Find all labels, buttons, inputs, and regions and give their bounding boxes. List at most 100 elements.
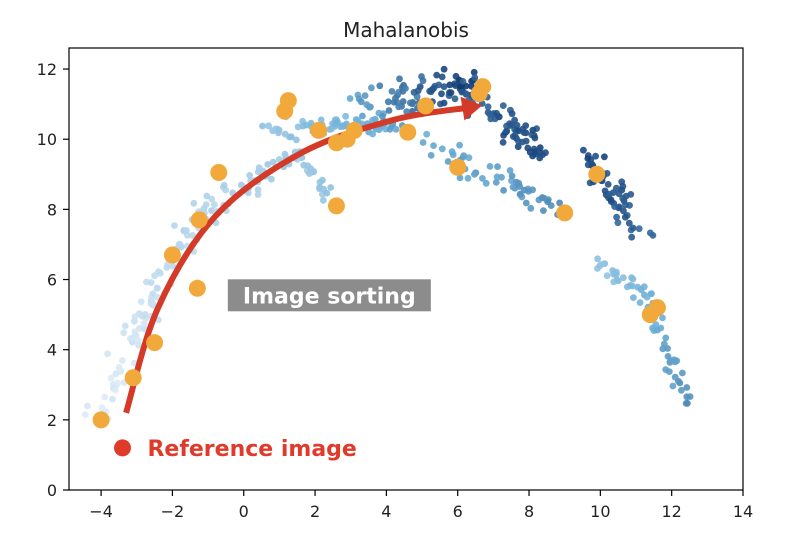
x-tick-label: 0 xyxy=(239,502,249,521)
cloud-dot xyxy=(131,313,139,320)
cloud-dot xyxy=(208,207,215,215)
y-tick-label: 6 xyxy=(47,271,57,290)
x-tick-label: −4 xyxy=(89,502,113,521)
cloud-dot xyxy=(101,393,109,401)
x-tick-label: 4 xyxy=(381,502,391,521)
cloud-dot xyxy=(107,374,115,382)
cloud-dot xyxy=(111,386,119,394)
cloud-dot xyxy=(539,151,546,159)
cloud-dot xyxy=(484,103,492,111)
cloud-dot xyxy=(654,326,661,334)
cloud-dot xyxy=(281,130,289,138)
cloud-dot xyxy=(679,369,686,377)
cloud-dot xyxy=(438,145,446,153)
cloud-dot xyxy=(419,139,427,146)
cloud-dot xyxy=(637,286,645,294)
sorted-image-point xyxy=(310,121,328,139)
cloud-dot xyxy=(673,357,681,365)
x-tick-label: −2 xyxy=(161,502,185,521)
cloud-dot xyxy=(613,213,620,221)
cloud-dot xyxy=(208,195,216,203)
cloud-dot xyxy=(430,142,437,150)
cloud-dot xyxy=(614,219,622,227)
cloud-dot xyxy=(423,130,431,138)
cloud-dot xyxy=(444,158,452,165)
cloud-dot xyxy=(613,184,620,192)
cloud-dot xyxy=(114,379,122,387)
x-tick-label: 6 xyxy=(453,502,463,521)
cloud-dot xyxy=(611,203,619,211)
cloud-dot xyxy=(482,179,490,187)
cloud-dot xyxy=(399,98,407,105)
cloud-dot xyxy=(619,182,627,190)
cloud-dot xyxy=(317,116,325,124)
x-tick-label: 8 xyxy=(524,502,534,521)
cloud-dot xyxy=(584,155,592,162)
cloud-dot xyxy=(246,172,254,179)
cloud-dot xyxy=(509,133,517,140)
cloud-dot xyxy=(268,175,275,183)
sorted-image-point xyxy=(449,158,467,176)
cloud-dot xyxy=(346,95,354,102)
cloud-dot xyxy=(369,130,376,138)
sorted-image-point xyxy=(210,164,228,182)
cloud-dot xyxy=(619,194,627,202)
cloud-dot xyxy=(369,116,376,124)
cloud-dot xyxy=(149,300,157,308)
cloud-dot xyxy=(529,186,536,194)
cloud-dot xyxy=(189,232,196,239)
annotation-label: Reference image xyxy=(147,437,356,462)
cloud-dot xyxy=(121,322,129,330)
sorted-image-point xyxy=(474,78,492,96)
cloud-dot xyxy=(109,395,116,403)
cloud-dot xyxy=(440,99,448,107)
cloud-dot xyxy=(620,274,627,282)
cloud-dot xyxy=(615,190,623,198)
cloud-dot xyxy=(486,163,494,170)
cloud-dot xyxy=(147,279,155,286)
cloud-dot xyxy=(98,404,106,411)
cloud-dot xyxy=(508,110,516,118)
cloud-dot xyxy=(163,264,171,271)
cloud-dot xyxy=(584,161,592,169)
cloud-dot xyxy=(81,411,89,419)
cloud-dot xyxy=(447,89,455,97)
cloud-dot xyxy=(367,103,374,111)
cloud-dot xyxy=(495,113,502,120)
cloud-dot xyxy=(605,190,613,198)
cloud-dot xyxy=(540,194,548,202)
y-tick-label: 0 xyxy=(47,481,57,500)
cloud-dot xyxy=(630,294,637,301)
cloud-dot xyxy=(171,222,178,230)
cloud-dot xyxy=(307,165,315,173)
cloud-dot xyxy=(357,98,365,106)
cloud-dot xyxy=(494,163,501,171)
cloud-dot xyxy=(508,172,516,180)
cloud-dot xyxy=(471,74,479,82)
cloud-dot xyxy=(625,219,633,227)
cloud-dot xyxy=(594,255,601,263)
cloud-dot xyxy=(659,345,667,353)
cloud-dot xyxy=(470,68,478,76)
cloud-dot xyxy=(683,384,691,391)
sorted-image-point xyxy=(327,197,345,215)
y-tick-label: 12 xyxy=(37,60,57,79)
cloud-dot xyxy=(334,118,341,126)
cloud-dot xyxy=(448,148,456,156)
cloud-dot xyxy=(622,201,629,209)
annotation-label: Image sorting xyxy=(243,284,416,309)
cloud-dot xyxy=(487,115,495,123)
sorted-image-point xyxy=(163,246,181,264)
cloud-dot xyxy=(456,141,463,149)
cloud-dot xyxy=(104,350,111,358)
cloud-dot xyxy=(629,224,637,232)
cloud-dot xyxy=(659,314,666,322)
cloud-dot xyxy=(414,87,422,95)
cloud-dot xyxy=(302,121,310,129)
cloud-dot xyxy=(134,336,142,344)
cloud-dot xyxy=(511,116,518,124)
cloud-dot xyxy=(515,138,522,145)
cloud-dot xyxy=(556,199,563,207)
cloud-dot xyxy=(604,181,612,188)
cloud-dot xyxy=(433,71,441,79)
